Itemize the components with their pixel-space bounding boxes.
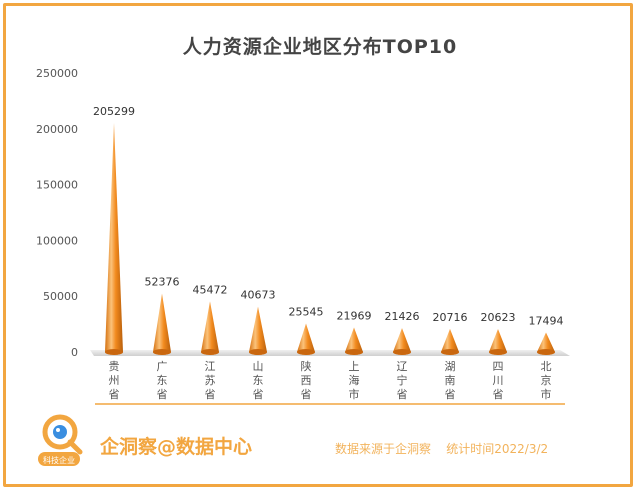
bar-base [249, 349, 267, 355]
category-label: 贵州省 [109, 360, 120, 401]
category-label: 江苏省 [205, 360, 216, 401]
category-label: 辽宁省 [397, 360, 408, 401]
data-label: 20623 [481, 311, 516, 324]
data-label: 20716 [433, 311, 468, 324]
bar [201, 301, 219, 355]
chart-area: 0 50000 100000 150000 200000 250000 205299 523… [36, 67, 570, 405]
bar-base [393, 349, 411, 355]
bar-base [201, 349, 219, 355]
data-label: 40673 [241, 289, 276, 302]
bar-base [153, 349, 171, 355]
logo-text: 科技企业 [43, 455, 75, 465]
category-label: 陕西省 [301, 359, 312, 401]
data-label: 52376 [145, 276, 180, 289]
data-label: 45472 [193, 283, 228, 296]
category-label: 上海市 [349, 360, 360, 401]
eye-logo-icon: 科技企业 [38, 414, 83, 466]
category-label: 广东省 [157, 360, 168, 401]
bar-base [105, 349, 123, 355]
bar [345, 327, 363, 355]
chart-frame [3, 3, 633, 487]
data-label: 21426 [385, 310, 420, 323]
bar [537, 332, 555, 355]
y-tick-label: 250000 [36, 67, 78, 80]
bar [105, 122, 123, 355]
y-tick-label: 50000 [43, 290, 78, 303]
bar-base [537, 349, 555, 355]
footer: 科技企业 企洞察@数据中心 数据来源于企洞察 统计时间2022/3/2 [0, 400, 640, 480]
data-label: 17494 [529, 314, 564, 327]
data-labels: 205299 52376 45472 40673 25545 21969 21426 2071… [93, 105, 564, 328]
y-tick-label: 150000 [36, 179, 78, 192]
bar [489, 328, 507, 355]
bar-base [441, 349, 459, 355]
bar [297, 323, 315, 355]
brand-name: 企洞察@数据中心 [100, 436, 253, 458]
data-label: 21969 [337, 309, 372, 322]
y-tick-label: 0 [71, 346, 78, 359]
y-tick-label: 100000 [36, 234, 78, 247]
bar-base [489, 349, 507, 355]
logo: 科技企业 [30, 408, 94, 472]
bar [153, 293, 171, 355]
y-tick-label: 200000 [36, 123, 78, 136]
category-label: 山东省 [253, 360, 264, 401]
category-labels: 贵州省 广东省 江苏省 山东省 陕西省 上海市 辽宁省 湖南省 四川省 北京市 [109, 359, 552, 401]
bar [249, 306, 267, 355]
chart-title: 人力资源企业地区分布TOP10 [182, 36, 458, 58]
y-axis: 0 50000 100000 150000 200000 250000 [36, 67, 78, 359]
data-label: 205299 [93, 105, 135, 118]
bar-base [345, 349, 363, 355]
category-label: 北京市 [541, 360, 552, 401]
category-label: 湖南省 [445, 360, 456, 401]
data-label: 25545 [289, 305, 324, 318]
data-source: 数据来源于企洞察 统计时间2022/3/2 [335, 442, 549, 456]
bar-base [297, 349, 315, 355]
bars [105, 122, 555, 355]
bar [441, 328, 459, 355]
bar [393, 328, 411, 355]
category-label: 四川省 [493, 360, 504, 401]
